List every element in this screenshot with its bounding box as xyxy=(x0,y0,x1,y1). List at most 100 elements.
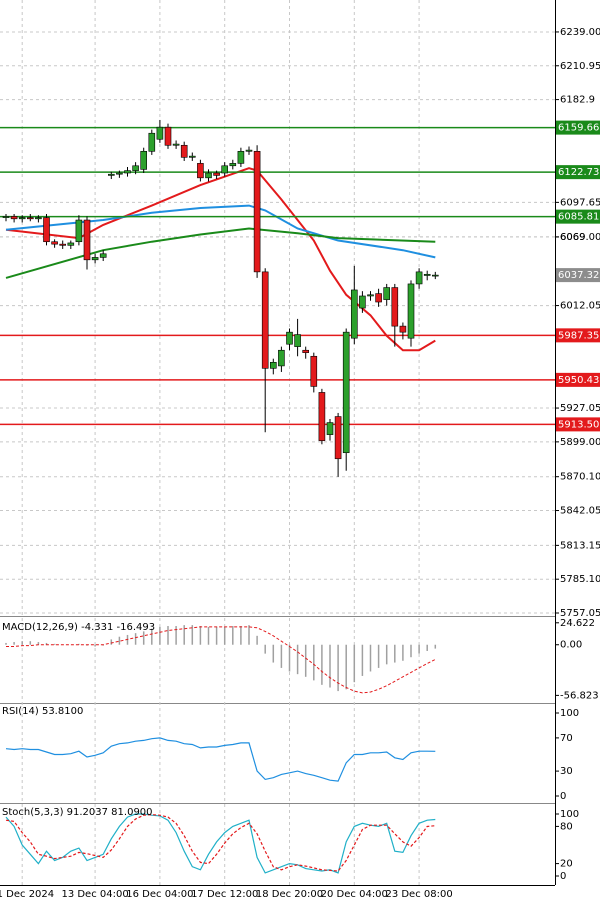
candle-body xyxy=(124,170,131,174)
level-label-box xyxy=(556,165,600,180)
y-tick-label: 6239.00 xyxy=(560,27,600,38)
candle-body xyxy=(286,331,293,345)
y-tick-label: 100 xyxy=(560,809,579,820)
y-tick-label: -56.823 xyxy=(560,690,599,701)
signal-line xyxy=(6,626,436,694)
level-label-box xyxy=(556,417,600,432)
panel-title: RSI(14) 53.8100 xyxy=(2,706,83,717)
candle-body xyxy=(172,143,180,146)
candle-body xyxy=(399,325,407,333)
y-tick-label: 0 xyxy=(560,791,566,802)
candle-body xyxy=(278,349,285,367)
level-label: 5950.43 xyxy=(558,375,599,386)
y-tick-label: 5870.10 xyxy=(560,472,600,483)
candle-body xyxy=(334,416,342,460)
x-tick-label: 16 Dec 04:00 xyxy=(126,889,193,900)
x-tick-label: 23 Dec 08:00 xyxy=(385,889,452,900)
candle-body xyxy=(132,165,139,171)
y-tick-label: 0 xyxy=(560,871,566,882)
y-tick-label: 5842.05 xyxy=(560,506,600,517)
level-label-box xyxy=(556,209,600,224)
y-tick-label: 6069.00 xyxy=(560,232,600,243)
candle-body xyxy=(310,355,318,387)
candle-body xyxy=(342,331,350,454)
candle-body xyxy=(375,293,382,303)
x-tick-label: 20 Dec 04:00 xyxy=(321,889,388,900)
candle-body xyxy=(18,217,26,220)
panel-title: MACD(12,26,9) -4.331 -16.493 xyxy=(2,622,155,633)
y-tick-label: 80 xyxy=(560,821,573,832)
candle-body xyxy=(116,172,123,175)
candle-body xyxy=(108,173,115,176)
candle-body xyxy=(99,253,107,258)
y-tick-label: 30 xyxy=(560,766,573,777)
level-label: 6122.73 xyxy=(558,167,599,178)
y-tick-label: 24.622 xyxy=(560,618,595,629)
candle-body xyxy=(205,172,212,179)
candle-body xyxy=(189,155,196,158)
candle-body xyxy=(415,271,423,285)
candle-body xyxy=(237,151,245,164)
y-tick-label: 5927.05 xyxy=(560,403,600,414)
candle-body xyxy=(35,217,42,220)
indicator-line xyxy=(5,813,436,874)
candle-body xyxy=(180,144,188,158)
candle-body xyxy=(431,274,439,277)
candle-body xyxy=(164,126,172,146)
level-label: 5913.50 xyxy=(558,419,599,430)
candle-body xyxy=(43,217,50,243)
panel-title: Stoch(5,3,3) 91.2037 81.0900 xyxy=(2,807,153,818)
y-tick-label: 70 xyxy=(560,733,573,744)
y-tick-label: 5899.00 xyxy=(560,437,600,448)
level-label-box xyxy=(556,120,600,135)
x-tick-label: 17 Dec 12:00 xyxy=(191,889,258,900)
y-tick-label: 5785.10 xyxy=(560,574,600,585)
last-price-label: 6037.32 xyxy=(558,270,599,281)
candle-body xyxy=(59,243,67,246)
y-tick-label: 6182.9 xyxy=(560,95,595,106)
y-tick-label: 20 xyxy=(560,859,573,870)
candle-body xyxy=(91,257,99,261)
moving-average xyxy=(5,227,436,279)
candle-body xyxy=(83,219,91,261)
level-label-box xyxy=(556,372,600,387)
candle-body xyxy=(229,163,237,167)
candle-body xyxy=(67,242,75,246)
candle-body xyxy=(245,149,253,152)
candle-body xyxy=(148,132,156,152)
candle-body xyxy=(197,163,204,179)
candle-body xyxy=(2,216,10,218)
y-tick-label: 100 xyxy=(560,708,579,719)
y-tick-label: 5813.15 xyxy=(560,540,600,551)
level-label: 6159.66 xyxy=(558,123,599,134)
level-label: 5987.35 xyxy=(558,330,599,341)
x-tick-label: 11 Dec 2024 xyxy=(0,889,54,900)
y-tick-label: 0.00 xyxy=(560,640,582,651)
y-tick-label: 6097.65 xyxy=(560,197,600,208)
candle-body xyxy=(359,295,366,309)
candle-body xyxy=(213,172,220,176)
x-tick-label: 13 Dec 04:00 xyxy=(61,889,128,900)
candle-body xyxy=(326,422,334,435)
candle-body xyxy=(407,283,415,339)
candle-body xyxy=(423,273,431,276)
candle-body xyxy=(302,349,310,353)
candle-body xyxy=(269,361,277,369)
candle-body xyxy=(156,126,164,140)
candle-body xyxy=(51,241,58,245)
candle-body xyxy=(75,219,83,243)
y-tick-label: 5757.05 xyxy=(560,608,600,619)
candle-body xyxy=(383,287,391,300)
candle-body xyxy=(261,271,269,369)
y-tick-label: 6069 xyxy=(560,232,585,243)
last-price-box xyxy=(556,268,600,283)
x-tick-label: 18 Dec 20:00 xyxy=(256,889,323,900)
candle-body xyxy=(318,392,326,441)
candle-body xyxy=(253,151,261,273)
y-tick-label: 6012.05 xyxy=(560,301,600,312)
candle-body xyxy=(391,287,399,327)
candle-body xyxy=(350,289,358,339)
candle-body xyxy=(10,216,18,220)
